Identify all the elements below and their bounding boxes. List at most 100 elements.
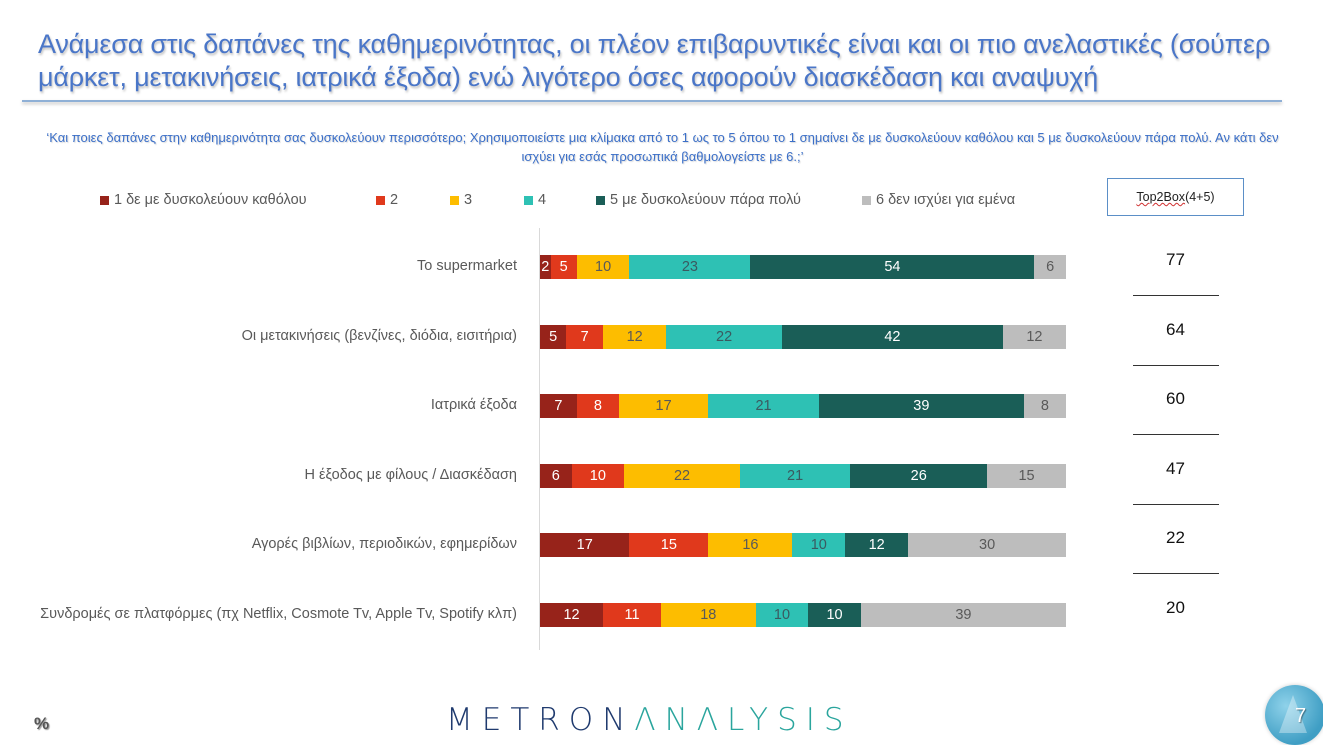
legend-item: 4 bbox=[524, 192, 546, 208]
bar-segment: 15 bbox=[629, 533, 709, 557]
data-label: 7 bbox=[554, 398, 563, 414]
legend-label: 3 bbox=[464, 192, 473, 208]
legend-label: 6 δεν ισχύει για εμένα bbox=[876, 192, 1016, 208]
legend-swatch bbox=[450, 195, 459, 205]
logo-part-metron: METRON bbox=[446, 702, 635, 738]
data-label: 12 bbox=[563, 606, 580, 623]
data-label: 30 bbox=[979, 537, 996, 553]
legend-label: 4 bbox=[538, 192, 547, 208]
category-label: Η έξοδος με φίλους / Διασκέδαση bbox=[304, 466, 517, 483]
bar-segment: 21 bbox=[708, 394, 819, 418]
bar-segment: 12 bbox=[845, 533, 909, 557]
logo-part-analysis: ΛNΛLYSIS bbox=[634, 702, 853, 738]
bar-segment: 8 bbox=[576, 394, 619, 418]
data-label: 23 bbox=[681, 259, 698, 275]
legend-swatch bbox=[376, 195, 385, 205]
bar-segment: 39 bbox=[818, 394, 1024, 418]
bar-segment: 18 bbox=[660, 602, 756, 627]
category-label: Οι μετακινήσεις (βενζίνες, διόδια, εισιτ… bbox=[241, 327, 517, 344]
top2box-divider bbox=[1133, 434, 1219, 435]
data-label: 21 bbox=[755, 398, 772, 414]
data-label: 39 bbox=[955, 606, 972, 623]
bar-segment: 42 bbox=[781, 324, 1003, 349]
data-label: 21 bbox=[787, 467, 804, 484]
bar-segment: 16 bbox=[708, 533, 793, 557]
data-label: 17 bbox=[655, 398, 672, 414]
data-label: 6 bbox=[551, 467, 560, 484]
data-label: 2 bbox=[541, 259, 550, 275]
legend-swatch bbox=[524, 195, 533, 205]
top2box-divider bbox=[1133, 573, 1219, 574]
legend-swatch bbox=[596, 195, 605, 205]
bar-segment: 2 bbox=[540, 255, 551, 279]
legend-swatch bbox=[862, 195, 871, 205]
data-label: 12 bbox=[1026, 328, 1043, 345]
bar-segment: 11 bbox=[603, 602, 661, 627]
bar-segment: 39 bbox=[860, 602, 1066, 627]
triangle-icon bbox=[1279, 695, 1307, 733]
data-label: 7 bbox=[580, 328, 589, 345]
bar-segment: 22 bbox=[666, 324, 782, 349]
bar-segment: 5 bbox=[540, 324, 567, 349]
legend-label: 5 με δυσκολεύουν πάρα πολύ bbox=[610, 192, 801, 208]
legend-label: 1 δε με δυσκολεύουν καθόλου bbox=[114, 192, 307, 208]
chart-legend: 1 δε με δυσκολεύουν καθόλου 2 3 4 5 με δυσκο… bbox=[0, 192, 1100, 212]
bar-segment: 7 bbox=[540, 394, 577, 418]
data-label: 26 bbox=[910, 467, 927, 484]
top2box-divider bbox=[1133, 295, 1219, 296]
top2box-value: 60 bbox=[1166, 389, 1185, 408]
percent-icon: % bbox=[34, 714, 50, 733]
data-label: 5 bbox=[549, 328, 558, 345]
bar-segment: 17 bbox=[540, 533, 630, 557]
data-label: 18 bbox=[700, 606, 717, 623]
category-label: Το supermarket bbox=[417, 258, 517, 274]
page-number-badge: 7 bbox=[1265, 685, 1323, 745]
bar-segment: 10 bbox=[755, 602, 809, 627]
data-label: 11 bbox=[624, 606, 640, 623]
data-label: 10 bbox=[826, 606, 843, 623]
page-number: 7 bbox=[1295, 705, 1307, 727]
legend-label: 2 bbox=[390, 192, 399, 208]
legend-swatch bbox=[100, 195, 109, 205]
data-label: 8 bbox=[1040, 398, 1049, 414]
data-label: 10 bbox=[773, 606, 791, 623]
bar-segment: 6 bbox=[1034, 255, 1066, 279]
data-label: 16 bbox=[742, 537, 759, 553]
top2box-value: 77 bbox=[1166, 250, 1185, 269]
bar-segment: 12 bbox=[1002, 324, 1066, 349]
data-label: 10 bbox=[589, 467, 606, 484]
bar-segment: 30 bbox=[908, 533, 1066, 557]
bar-segment: 15 bbox=[987, 463, 1066, 488]
legend-item: 6 δεν ισχύει για εμένα bbox=[862, 192, 1015, 208]
bar-segment: 12 bbox=[603, 324, 667, 349]
top2box-divider bbox=[1133, 503, 1219, 505]
data-label: 15 bbox=[660, 537, 677, 553]
top2box-header-suffix: (4+5) bbox=[1185, 190, 1215, 204]
legend-item: 3 bbox=[450, 192, 472, 208]
category-label: Ιατρικά έξοδα bbox=[430, 397, 517, 413]
bar-segment: 22 bbox=[624, 463, 740, 488]
data-label: 15 bbox=[1018, 467, 1035, 484]
category-label: Συνδρομές σε πλατφόρμες (πχ Netflix, Cos… bbox=[40, 605, 517, 622]
data-label: 22 bbox=[716, 328, 733, 345]
bar-segment: 54 bbox=[750, 255, 1035, 279]
legend-item: 1 δε με δυσκολεύουν καθόλου bbox=[100, 192, 307, 208]
top2box-value: 64 bbox=[1166, 319, 1185, 339]
data-label: 12 bbox=[868, 537, 885, 553]
question-text: ‘Και ποιες δαπάνες στην καθημερινότητα σ… bbox=[46, 130, 1279, 164]
data-label: 17 bbox=[576, 537, 593, 553]
bar-segment: 10 bbox=[576, 255, 630, 279]
data-label: 12 bbox=[626, 328, 643, 345]
data-label: 22 bbox=[673, 467, 691, 484]
bar-segment: 26 bbox=[850, 463, 988, 488]
bar-segment: 6 bbox=[540, 463, 572, 488]
data-label: 5 bbox=[559, 259, 568, 275]
bar-segment: 12 bbox=[540, 602, 604, 627]
bar-segment: 10 bbox=[792, 533, 846, 557]
category-label: Αγορές βιβλίων, περιοδικών, εφημερίδων bbox=[251, 536, 517, 552]
title-divider bbox=[22, 100, 1282, 102]
data-label: 10 bbox=[595, 259, 612, 275]
top2box-value: 22 bbox=[1166, 528, 1185, 547]
top2box-divider bbox=[1133, 364, 1219, 366]
